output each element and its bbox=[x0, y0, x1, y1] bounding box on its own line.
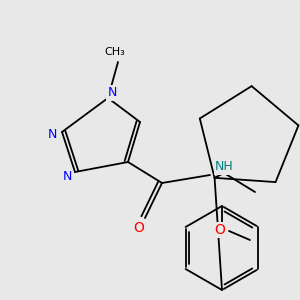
Text: CH₃: CH₃ bbox=[105, 47, 125, 57]
Text: N: N bbox=[62, 170, 72, 184]
Text: O: O bbox=[214, 223, 225, 237]
Text: N: N bbox=[107, 86, 117, 100]
Text: NH: NH bbox=[215, 160, 234, 173]
Text: O: O bbox=[134, 221, 144, 235]
Text: N: N bbox=[47, 128, 57, 140]
